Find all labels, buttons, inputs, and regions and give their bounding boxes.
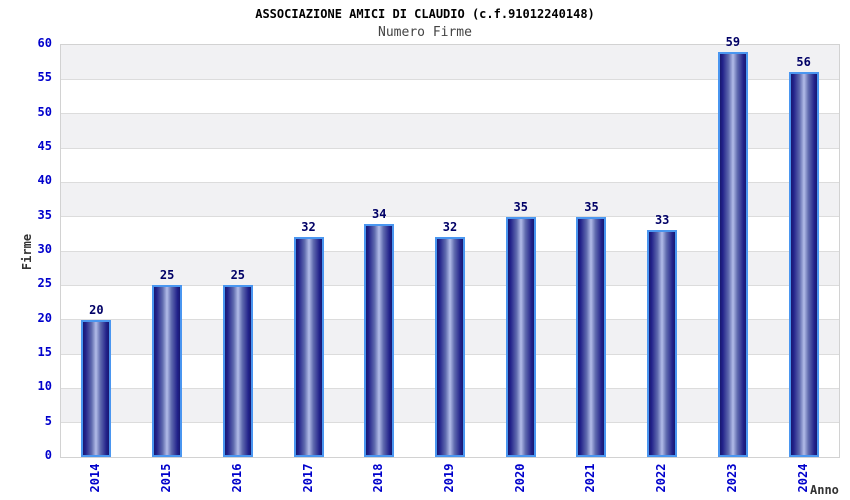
- y-tick-label: 50: [37, 104, 52, 119]
- grid-band: [61, 182, 839, 217]
- bar: [81, 319, 112, 457]
- bar: [717, 51, 748, 457]
- grid-band: [61, 45, 839, 80]
- gridline: [61, 216, 839, 218]
- y-tick-label: 55: [37, 70, 52, 85]
- x-tick-label: 2016: [229, 463, 244, 493]
- x-tick-label: 2020: [512, 463, 527, 493]
- y-tick-label: 0: [44, 448, 52, 462]
- y-tick-label: 20: [37, 310, 52, 325]
- x-axis-title: Anno: [810, 483, 839, 497]
- bar-value-label: 25: [159, 268, 175, 283]
- y-tick-label: 35: [37, 207, 52, 222]
- x-tick-label: 2023: [724, 463, 739, 493]
- bar: [576, 216, 607, 457]
- y-tick-label: 10: [37, 379, 52, 394]
- bar-value-label: 56: [796, 55, 811, 70]
- y-tick-label: 5: [44, 413, 52, 428]
- bar: [647, 230, 678, 457]
- bar: [505, 216, 536, 457]
- bar: [788, 72, 819, 457]
- bar: [222, 285, 253, 457]
- x-tick-label: 2019: [442, 463, 456, 493]
- bar-value-label: 59: [725, 34, 741, 49]
- gridline: [61, 147, 839, 149]
- y-tick-label: 15: [37, 345, 52, 359]
- grid-band: [61, 113, 839, 148]
- bar-value-label: 20: [89, 302, 104, 317]
- x-tick-label: 2014: [88, 463, 103, 493]
- y-tick-label: 30: [37, 242, 52, 256]
- x-tick-label: 2018: [371, 463, 386, 493]
- chart-title: ASSOCIAZIONE AMICI DI CLAUDIO (c.f.91012…: [255, 7, 595, 21]
- y-tick-label: 40: [37, 173, 52, 188]
- y-tick-label: 25: [37, 276, 52, 291]
- x-tick-label: 2017: [300, 463, 315, 493]
- gridline: [61, 181, 839, 183]
- bar-value-label: 34: [372, 206, 387, 221]
- y-tick-label: 60: [37, 36, 52, 50]
- bar-value-label: 35: [513, 199, 528, 214]
- plot-area: 20 25 25 32 34 32 35 35 33 59 56: [60, 35, 840, 458]
- x-tick-label: 2022: [654, 463, 669, 493]
- gridline: [61, 113, 839, 115]
- y-tick-label: 45: [37, 139, 52, 153]
- bar-value-label: 33: [654, 213, 670, 228]
- x-tick-label: 2024: [795, 463, 810, 493]
- bar: [364, 223, 395, 457]
- bar-value-label: 25: [230, 268, 246, 283]
- gridline: [61, 78, 839, 80]
- bar: [293, 237, 324, 457]
- x-tick-label: 2015: [159, 463, 174, 493]
- bar-value-label: 32: [442, 220, 458, 235]
- x-tick-label: 2021: [583, 463, 598, 493]
- bar: [152, 285, 183, 457]
- bar-value-label: 32: [301, 220, 316, 235]
- bar-value-label: 35: [584, 199, 599, 214]
- chart-subtitle: Numero Firme: [378, 25, 472, 40]
- bar: [435, 237, 465, 457]
